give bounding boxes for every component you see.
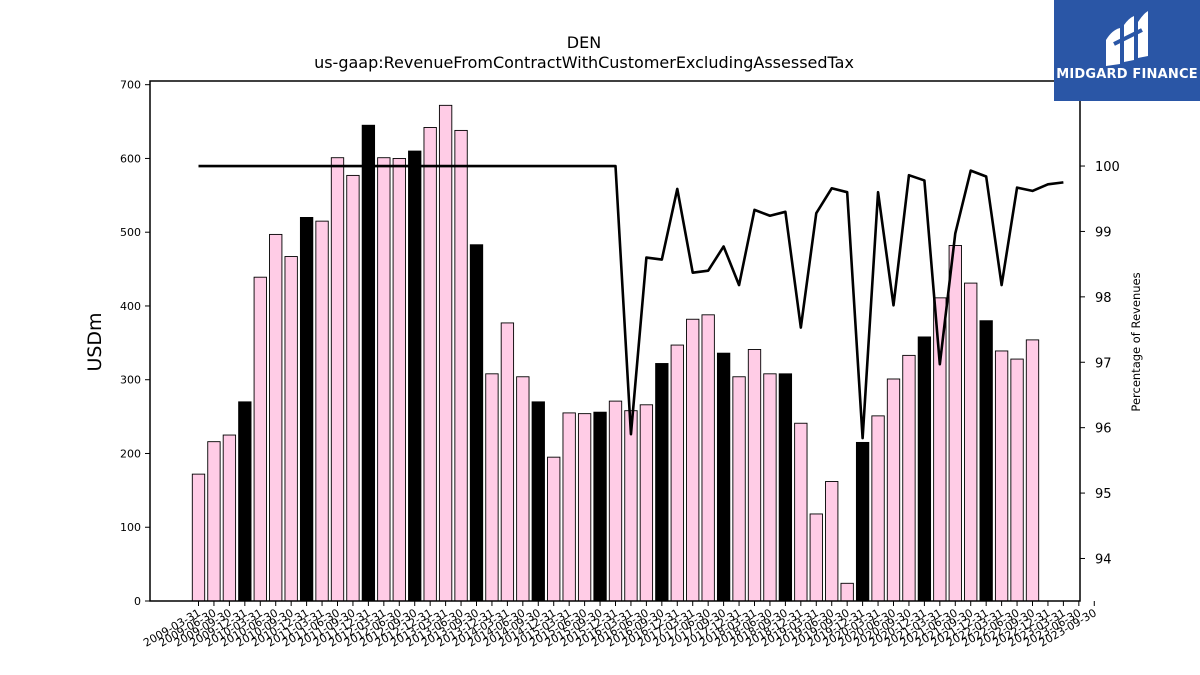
bar-2011-09-30 bbox=[346, 174, 360, 602]
y2-tick-label: 97 bbox=[1095, 356, 1112, 371]
bar-2014-03-31 bbox=[500, 322, 515, 602]
bar-2018-12-31 bbox=[794, 422, 808, 602]
bar-2013-03-31 bbox=[438, 104, 453, 602]
bar-2022-06-30 bbox=[1010, 358, 1024, 602]
bar-2013-09-30 bbox=[469, 244, 484, 602]
bar-2019-06-30 bbox=[825, 481, 839, 602]
bar-2010-03-31 bbox=[253, 276, 267, 602]
bar-2017-03-31 bbox=[686, 318, 700, 602]
bar-2010-06-30 bbox=[269, 233, 283, 602]
bar-2017-09-30 bbox=[716, 352, 731, 602]
bar-2014-12-31 bbox=[547, 456, 561, 602]
bar-2011-06-30 bbox=[330, 157, 345, 602]
percentage-line bbox=[198, 164, 1064, 440]
bar-2018-03-31 bbox=[747, 349, 762, 602]
y-tick-label: 300 bbox=[120, 374, 141, 387]
bar-2018-09-30 bbox=[778, 373, 793, 602]
bar-2009-09-30 bbox=[222, 434, 237, 602]
bar-2010-12-31 bbox=[299, 216, 314, 602]
y2-tick-label: 94 bbox=[1095, 552, 1112, 567]
bar-2013-12-31 bbox=[485, 373, 499, 602]
bar-2019-09-30 bbox=[840, 582, 854, 602]
bar-2015-03-31 bbox=[562, 412, 576, 602]
bar-2012-09-30 bbox=[408, 150, 422, 602]
bar-2013-06-30 bbox=[454, 129, 468, 602]
bar-2020-03-31 bbox=[871, 415, 885, 602]
bar-2009-12-31 bbox=[238, 401, 252, 602]
left-axis-ticks: 0 100 200 300 400 500 600 700 bbox=[120, 79, 150, 608]
bar-2022-09-30 bbox=[1025, 339, 1040, 602]
x-axis-ticks: 2009-03-312009-06-302009-09-302009-12-31… bbox=[141, 601, 1099, 650]
logo-mark-icon bbox=[1106, 11, 1148, 66]
bar-2014-06-30 bbox=[516, 376, 530, 602]
bar-2012-12-31 bbox=[423, 127, 437, 602]
chart-title: DEN bbox=[566, 33, 602, 52]
bar-2021-06-30 bbox=[948, 245, 962, 602]
y-tick-label: 0 bbox=[134, 595, 141, 608]
bar-2016-06-30 bbox=[639, 404, 654, 602]
bars-group bbox=[191, 104, 1040, 602]
bar-2010-09-30 bbox=[284, 256, 298, 602]
bar-2012-03-31 bbox=[377, 157, 391, 602]
bar-2009-03-31 bbox=[191, 473, 206, 602]
bar-2018-06-30 bbox=[763, 373, 777, 602]
bar-2021-09-30 bbox=[964, 282, 978, 602]
y2-tick-label: 100 bbox=[1095, 160, 1120, 175]
bar-2015-06-30 bbox=[577, 413, 592, 602]
y2-tick-label: 96 bbox=[1095, 422, 1112, 437]
y2-tick-label: 95 bbox=[1095, 487, 1112, 502]
y-tick-label: 500 bbox=[120, 226, 141, 239]
bar-2021-03-31 bbox=[933, 297, 947, 602]
bar-2019-03-31 bbox=[809, 513, 823, 602]
bar-2016-03-31 bbox=[624, 410, 638, 602]
y2-axis-label: Percentage of Revenues bbox=[1129, 272, 1143, 411]
midgard-finance-logo: MIDGARD FINANCE bbox=[1054, 0, 1200, 101]
bar-2016-12-31 bbox=[670, 344, 684, 602]
line-layer bbox=[198, 164, 1064, 440]
chart-subtitle: us-gaap:RevenueFromContractWithCustomerE… bbox=[314, 53, 854, 72]
bar-2020-09-30 bbox=[902, 354, 916, 602]
bar-2016-09-30 bbox=[655, 363, 669, 602]
bar-2014-09-30 bbox=[531, 401, 545, 602]
y-tick-label: 400 bbox=[120, 300, 141, 313]
bar-2021-12-31 bbox=[979, 320, 993, 602]
y-tick-label: 700 bbox=[120, 79, 141, 92]
right-axis-ticks: 94 95 96 97 98 99 100 bbox=[1080, 160, 1120, 567]
bar-2017-06-30 bbox=[701, 314, 715, 602]
bar-2011-03-31 bbox=[315, 220, 329, 602]
bar-2019-12-31 bbox=[855, 441, 870, 602]
bar-2015-12-31 bbox=[608, 400, 623, 602]
y2-tick-label: 99 bbox=[1095, 225, 1112, 240]
bar-2015-09-30 bbox=[593, 411, 607, 602]
bar-2012-06-30 bbox=[392, 157, 406, 602]
y-tick-label: 200 bbox=[120, 447, 141, 460]
bar-2020-06-30 bbox=[886, 378, 901, 602]
y-axis-label: USDm bbox=[84, 312, 106, 371]
y2-tick-label: 98 bbox=[1095, 291, 1112, 306]
bar-2011-12-31 bbox=[361, 124, 376, 602]
y-tick-label: 600 bbox=[120, 152, 141, 165]
bar-2022-03-31 bbox=[994, 350, 1009, 602]
bar-2009-06-30 bbox=[207, 441, 221, 602]
bar-2017-12-31 bbox=[732, 376, 746, 602]
y-tick-label: 100 bbox=[120, 521, 141, 534]
bar-2020-12-31 bbox=[917, 336, 932, 602]
logo-brand-text: MIDGARD FINANCE bbox=[1056, 67, 1198, 82]
